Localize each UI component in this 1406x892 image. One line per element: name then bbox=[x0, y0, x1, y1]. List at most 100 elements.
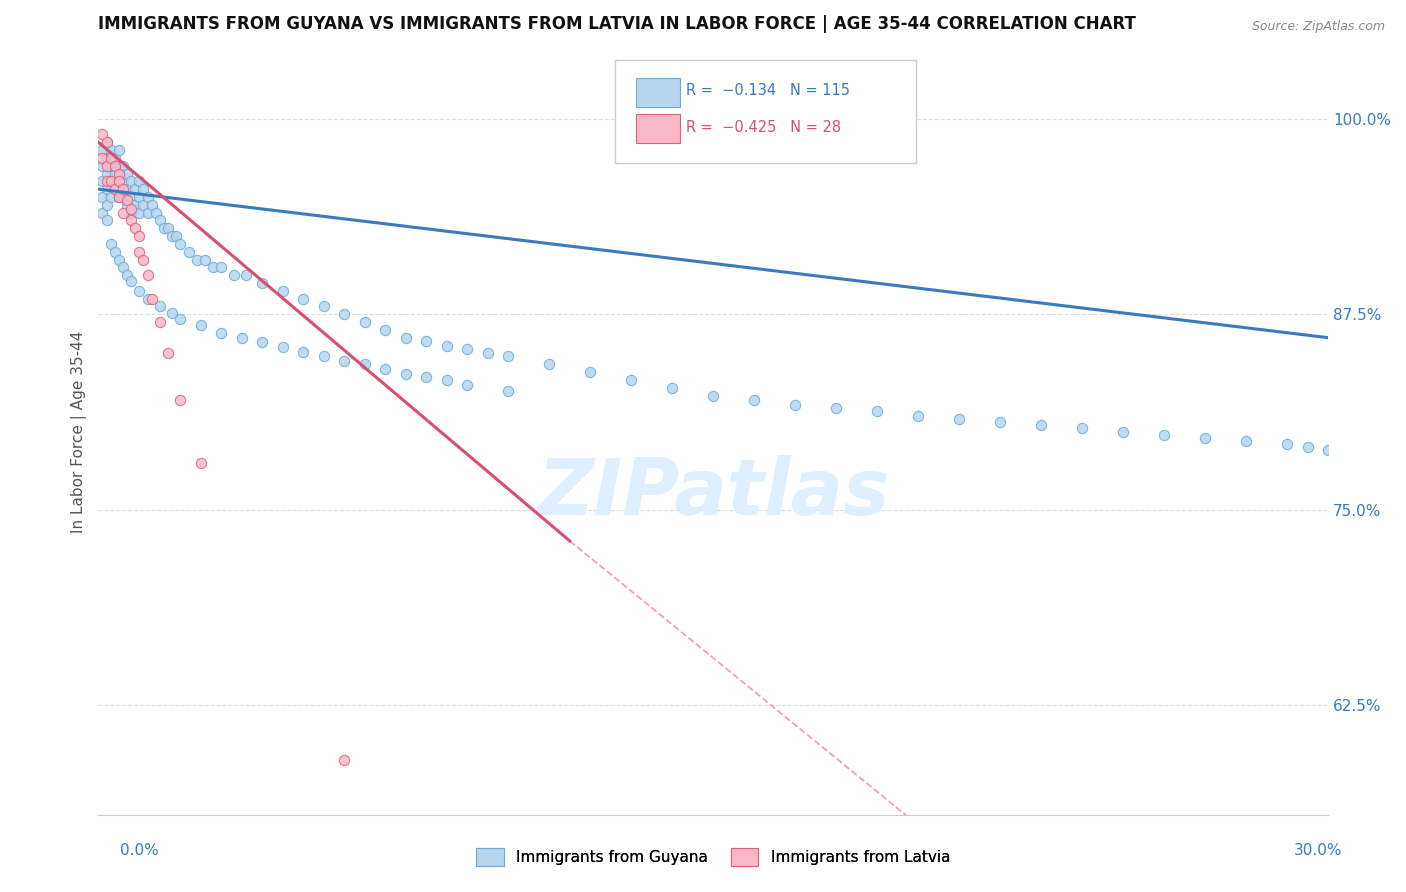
Point bbox=[100, 159, 122, 173]
Point bbox=[96, 167, 118, 181]
Point bbox=[149, 213, 172, 227]
Point bbox=[825, 401, 848, 415]
Point bbox=[111, 205, 134, 219]
Point bbox=[579, 365, 602, 379]
Point bbox=[96, 213, 118, 227]
Point bbox=[1317, 443, 1340, 458]
Point bbox=[661, 381, 683, 395]
Point bbox=[120, 190, 142, 204]
Point bbox=[104, 182, 127, 196]
Point bbox=[111, 159, 134, 173]
Point bbox=[149, 315, 172, 329]
Point bbox=[96, 174, 118, 188]
Point bbox=[104, 151, 127, 165]
Point bbox=[333, 354, 356, 368]
Point bbox=[252, 276, 274, 290]
Point bbox=[104, 182, 127, 196]
Point bbox=[128, 284, 150, 298]
Point bbox=[96, 182, 118, 196]
Point bbox=[100, 190, 122, 204]
Point bbox=[104, 167, 127, 181]
Point bbox=[128, 205, 150, 219]
Point bbox=[124, 221, 146, 235]
Point bbox=[124, 198, 146, 212]
Point bbox=[292, 344, 315, 359]
Point bbox=[100, 236, 122, 251]
Point bbox=[436, 373, 458, 387]
Point bbox=[91, 159, 114, 173]
Point bbox=[209, 260, 232, 275]
Point bbox=[1112, 425, 1135, 439]
Point bbox=[222, 268, 245, 282]
Point bbox=[190, 318, 212, 333]
Point bbox=[231, 331, 253, 345]
Point bbox=[333, 307, 356, 321]
Point bbox=[120, 274, 142, 288]
Point bbox=[395, 367, 418, 381]
Text: 30.0%: 30.0% bbox=[1295, 843, 1343, 858]
Point bbox=[91, 143, 114, 157]
FancyBboxPatch shape bbox=[636, 78, 681, 107]
Point bbox=[128, 190, 150, 204]
Point bbox=[620, 373, 643, 387]
Point bbox=[120, 174, 142, 188]
Point bbox=[111, 190, 134, 204]
Point bbox=[1234, 434, 1257, 448]
Point bbox=[115, 268, 138, 282]
Point bbox=[157, 221, 180, 235]
Point bbox=[785, 398, 807, 412]
Point bbox=[108, 159, 131, 173]
Point bbox=[456, 342, 478, 356]
Point bbox=[104, 244, 127, 259]
Point bbox=[108, 167, 131, 181]
Point bbox=[128, 229, 150, 244]
Point bbox=[1194, 431, 1216, 445]
Point bbox=[235, 268, 257, 282]
Point bbox=[169, 393, 191, 408]
Text: 0.0%: 0.0% bbox=[120, 843, 159, 858]
Point bbox=[100, 143, 122, 157]
Text: Source: ZipAtlas.com: Source: ZipAtlas.com bbox=[1251, 20, 1385, 33]
Point bbox=[1031, 418, 1053, 433]
Point bbox=[108, 190, 131, 204]
Point bbox=[169, 312, 191, 326]
Point bbox=[415, 334, 437, 348]
Point bbox=[948, 412, 970, 426]
Text: R =  −0.134   N = 115: R = −0.134 N = 115 bbox=[686, 83, 851, 98]
Point bbox=[312, 300, 335, 314]
Point bbox=[136, 292, 159, 306]
Point bbox=[96, 151, 118, 165]
Point bbox=[91, 128, 114, 142]
Point bbox=[108, 143, 131, 157]
Point bbox=[132, 182, 155, 196]
Point bbox=[108, 252, 131, 267]
Point bbox=[91, 205, 114, 219]
Point bbox=[415, 369, 437, 384]
Point bbox=[132, 252, 155, 267]
Point bbox=[100, 151, 122, 165]
Point bbox=[395, 331, 418, 345]
Point bbox=[169, 236, 191, 251]
Point bbox=[538, 357, 561, 371]
Point bbox=[374, 362, 396, 376]
Point bbox=[115, 198, 138, 212]
Point bbox=[91, 151, 114, 165]
Point bbox=[115, 193, 138, 207]
Point bbox=[153, 221, 176, 235]
Point bbox=[312, 350, 335, 364]
Point bbox=[136, 268, 159, 282]
Point bbox=[136, 205, 159, 219]
Point bbox=[456, 377, 478, 392]
Point bbox=[742, 393, 765, 408]
Point bbox=[128, 174, 150, 188]
Point bbox=[128, 244, 150, 259]
Legend: Immigrants from Guyana, Immigrants from Latvia: Immigrants from Guyana, Immigrants from … bbox=[470, 842, 956, 872]
Point bbox=[124, 182, 146, 196]
Point bbox=[209, 326, 232, 340]
Point bbox=[498, 384, 520, 398]
Point bbox=[96, 135, 118, 149]
Point bbox=[177, 244, 200, 259]
Point bbox=[149, 300, 172, 314]
FancyBboxPatch shape bbox=[636, 113, 681, 143]
Point bbox=[115, 182, 138, 196]
